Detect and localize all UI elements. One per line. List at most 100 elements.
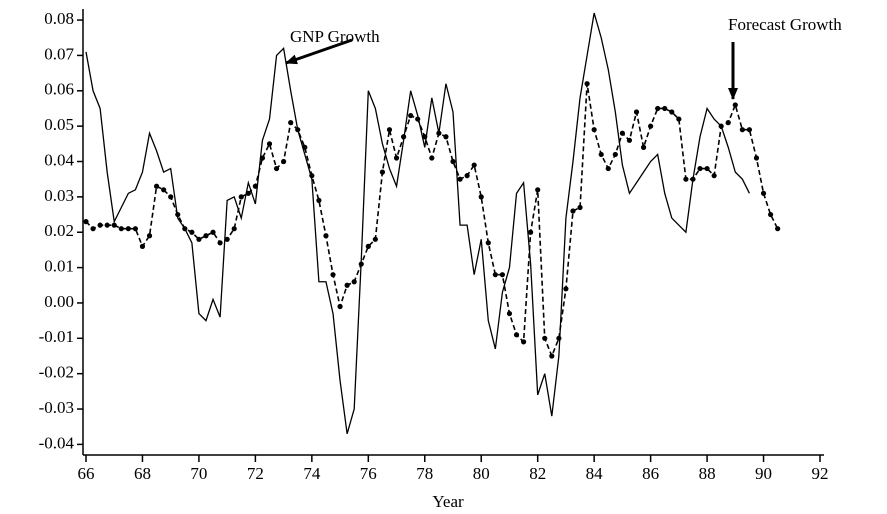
data-point bbox=[111, 222, 117, 228]
data-point bbox=[161, 187, 167, 193]
data-point bbox=[767, 211, 774, 218]
x-tick-label: 74 bbox=[303, 464, 321, 483]
data-point bbox=[351, 279, 357, 285]
y-tick-label: -0.04 bbox=[39, 433, 75, 452]
data-point bbox=[288, 120, 294, 126]
data-point bbox=[323, 233, 329, 239]
data-point bbox=[379, 169, 386, 175]
x-tick-label: 66 bbox=[78, 464, 95, 483]
data-point bbox=[478, 194, 484, 200]
data-point bbox=[683, 176, 689, 182]
data-point bbox=[224, 236, 230, 242]
data-point bbox=[302, 144, 308, 150]
data-point bbox=[295, 127, 301, 133]
data-point bbox=[90, 226, 96, 232]
data-point bbox=[760, 190, 767, 196]
data-point bbox=[408, 112, 414, 119]
data-point bbox=[676, 116, 682, 122]
x-tick-label: 78 bbox=[416, 464, 433, 483]
x-tick-label: 84 bbox=[586, 464, 604, 483]
y-tick-label: 0.01 bbox=[44, 256, 74, 275]
data-point bbox=[746, 127, 753, 133]
data-point bbox=[775, 226, 781, 232]
data-point bbox=[259, 155, 266, 161]
data-point bbox=[125, 226, 131, 232]
data-point bbox=[245, 190, 251, 196]
x-tick-label: 72 bbox=[247, 464, 264, 483]
data-point bbox=[598, 151, 604, 158]
x-tick-label: 86 bbox=[642, 464, 659, 483]
data-point bbox=[415, 116, 421, 122]
data-point bbox=[281, 158, 287, 165]
y-tick-label: 0.07 bbox=[44, 44, 74, 63]
y-tick-label: 0.04 bbox=[44, 150, 74, 169]
data-point bbox=[591, 127, 597, 133]
y-tick-label: -0.03 bbox=[39, 398, 74, 417]
data-point bbox=[118, 226, 124, 232]
y-tick-label: 0.00 bbox=[44, 292, 74, 311]
data-point bbox=[97, 222, 103, 228]
data-point bbox=[436, 130, 442, 136]
data-point bbox=[400, 134, 407, 140]
data-point bbox=[711, 173, 717, 179]
data-point bbox=[655, 105, 661, 112]
data-point bbox=[753, 155, 760, 161]
data-point bbox=[457, 176, 463, 182]
data-point bbox=[175, 211, 181, 218]
y-tick-label: -0.02 bbox=[39, 363, 74, 382]
data-point bbox=[146, 233, 153, 239]
data-point bbox=[528, 229, 534, 235]
data-point bbox=[626, 137, 633, 143]
data-point bbox=[358, 261, 364, 267]
data-point bbox=[443, 134, 449, 140]
data-point bbox=[393, 155, 400, 161]
data-point bbox=[513, 332, 520, 338]
y-tick-label: 0.08 bbox=[44, 9, 74, 28]
data-point bbox=[542, 335, 548, 341]
data-point bbox=[556, 335, 562, 341]
data-point bbox=[662, 105, 668, 112]
series-line bbox=[85, 12, 751, 434]
data-point bbox=[104, 222, 110, 228]
annotation: Forecast Growth bbox=[728, 15, 842, 34]
x-tick-label: 92 bbox=[812, 464, 829, 483]
data-point bbox=[619, 130, 625, 136]
x-tick-label: 90 bbox=[755, 464, 772, 483]
data-point bbox=[633, 109, 640, 115]
data-point bbox=[210, 229, 216, 235]
data-point bbox=[669, 109, 675, 115]
data-point bbox=[132, 226, 139, 232]
data-point bbox=[732, 102, 738, 108]
y-tick-label: -0.01 bbox=[39, 327, 74, 346]
data-point bbox=[196, 236, 202, 242]
data-point bbox=[535, 187, 541, 193]
data-point bbox=[570, 208, 576, 214]
data-point bbox=[506, 310, 513, 317]
data-point bbox=[344, 282, 350, 288]
data-point bbox=[520, 339, 527, 345]
data-point bbox=[690, 176, 696, 182]
data-point bbox=[648, 123, 654, 129]
data-point bbox=[549, 353, 555, 359]
x-tick-label: 88 bbox=[699, 464, 716, 483]
data-point bbox=[365, 243, 371, 249]
data-point bbox=[386, 127, 393, 133]
data-point bbox=[217, 240, 223, 246]
data-point bbox=[605, 165, 611, 172]
data-point bbox=[139, 243, 146, 249]
data-point bbox=[429, 155, 435, 161]
data-point bbox=[485, 240, 491, 246]
y-tick-label: 0.06 bbox=[44, 80, 74, 99]
y-tick-label: 0.03 bbox=[44, 186, 74, 205]
data-point bbox=[718, 123, 724, 129]
data-point bbox=[231, 226, 237, 232]
data-point bbox=[577, 204, 583, 211]
data-point bbox=[450, 158, 456, 165]
data-point bbox=[739, 127, 745, 133]
data-point bbox=[83, 219, 89, 225]
data-point bbox=[563, 286, 569, 292]
x-tick-label: 70 bbox=[190, 464, 207, 483]
data-point bbox=[464, 173, 470, 179]
data-point bbox=[499, 272, 506, 278]
